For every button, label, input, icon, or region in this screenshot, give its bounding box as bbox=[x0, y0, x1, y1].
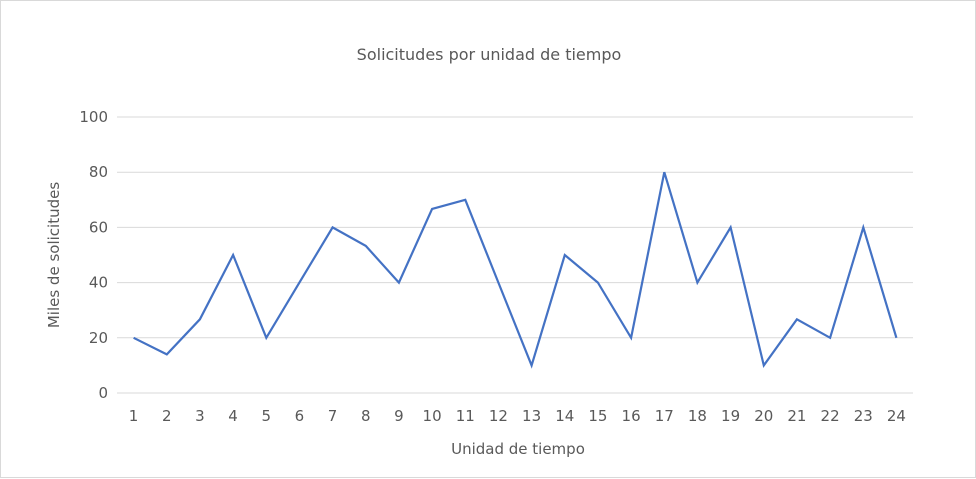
x-tick-label: 18 bbox=[688, 407, 707, 425]
data-series-line bbox=[133, 171, 898, 369]
gridlines bbox=[117, 116, 913, 394]
x-tick-label: 22 bbox=[821, 407, 840, 425]
x-tick-label: 19 bbox=[721, 407, 740, 425]
y-tick-label: 20 bbox=[89, 329, 108, 347]
x-tick-label: 21 bbox=[787, 407, 806, 425]
x-tick-label: 24 bbox=[887, 407, 906, 425]
x-tick-label: 2 bbox=[162, 407, 172, 425]
chart-title: Solicitudes por unidad de tiempo bbox=[356, 45, 622, 64]
x-tick-label: 15 bbox=[588, 407, 607, 425]
x-tick-label: 6 bbox=[295, 407, 305, 425]
x-tick-label: 13 bbox=[522, 407, 541, 425]
x-tick-label: 1 bbox=[129, 407, 139, 425]
y-axis-ticks: 0 20 40 60 80 100 bbox=[79, 108, 108, 402]
x-axis-label: Unidad de tiempo bbox=[451, 440, 585, 458]
x-tick-label: 17 bbox=[655, 407, 674, 425]
x-tick-label: 4 bbox=[228, 407, 238, 425]
y-tick-label: 40 bbox=[89, 274, 108, 292]
x-tick-label: 10 bbox=[423, 407, 442, 425]
y-tick-label: 100 bbox=[79, 108, 108, 126]
x-tick-label: 8 bbox=[361, 407, 371, 425]
x-tick-label: 12 bbox=[489, 407, 508, 425]
x-tick-label: 16 bbox=[622, 407, 641, 425]
y-tick-label: 60 bbox=[89, 218, 108, 236]
x-tick-label: 9 bbox=[394, 407, 404, 425]
x-tick-label: 7 bbox=[328, 407, 338, 425]
y-tick-label: 80 bbox=[89, 163, 108, 181]
y-tick-label: 0 bbox=[98, 384, 108, 402]
x-tick-label: 5 bbox=[261, 407, 271, 425]
x-tick-label: 11 bbox=[456, 407, 475, 425]
x-tick-label: 23 bbox=[854, 407, 873, 425]
x-axis-ticks: 1 2 3 4 5 6 7 8 9 10 11 12 13 14 15 16 17 18 19 20 21 22 23 24 bbox=[129, 407, 906, 425]
x-tick-label: 3 bbox=[195, 407, 205, 425]
x-tick-label: 14 bbox=[555, 407, 574, 425]
x-tick-label: 20 bbox=[754, 407, 773, 425]
